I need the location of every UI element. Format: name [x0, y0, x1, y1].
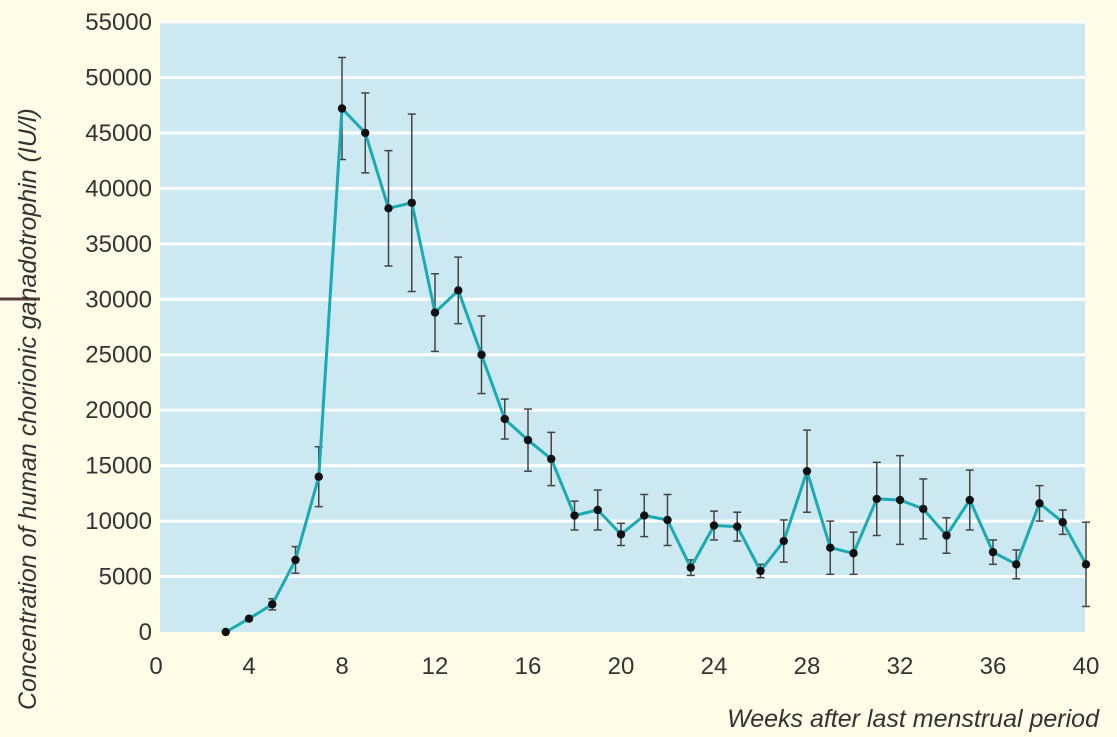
data-point — [430, 308, 440, 317]
data-point — [291, 555, 300, 565]
data-point — [1012, 560, 1021, 569]
data-point — [640, 511, 649, 520]
data-point — [872, 494, 881, 504]
data-point — [756, 566, 765, 576]
data-point — [919, 504, 928, 514]
data-point — [570, 511, 579, 520]
data-point — [895, 495, 905, 505]
data-point — [616, 530, 626, 539]
y-tick-label: 25000 — [85, 342, 152, 369]
x-tick-label: 40 — [1073, 653, 1100, 680]
x-axis-ticks: 0 4 8 12 16 20 24 28 32 36 40 — [149, 653, 1099, 680]
data-point — [942, 531, 951, 540]
data-point — [268, 600, 277, 609]
data-point — [826, 543, 835, 552]
data-point — [802, 466, 812, 476]
data-point — [709, 521, 719, 530]
x-tick-label: 28 — [794, 653, 821, 680]
data-point — [407, 198, 416, 207]
y-tick-label: 40000 — [85, 175, 152, 202]
x-tick-label: 4 — [242, 653, 255, 680]
data-point — [384, 204, 393, 213]
x-tick-label: 16 — [515, 653, 542, 680]
x-tick-label: 36 — [980, 653, 1007, 680]
data-point — [314, 472, 323, 481]
data-point — [733, 522, 742, 531]
gridlines — [160, 20, 1085, 579]
y-tick-label: 30000 — [85, 286, 152, 313]
data-points — [221, 104, 1091, 637]
data-point — [547, 454, 556, 464]
y-tick-label: 0 — [139, 619, 152, 646]
x-tick-label: 20 — [608, 653, 635, 680]
data-point — [337, 104, 347, 113]
data-point — [523, 435, 533, 445]
x-axis-title: Weeks after last menstrual period — [727, 705, 1100, 733]
plot-background — [160, 22, 1085, 632]
data-point — [361, 128, 370, 138]
y-tick-label: 35000 — [85, 231, 152, 258]
y-tick-label: 20000 — [85, 397, 152, 424]
data-point — [1081, 560, 1091, 569]
data-point — [244, 614, 254, 623]
data-point — [500, 414, 509, 424]
y-tick-label: 45000 — [85, 120, 152, 147]
y-tick-label: 55000 — [85, 9, 152, 36]
y-tick-label: 5000 — [99, 564, 152, 591]
data-point — [779, 536, 788, 546]
series-line — [225, 107, 1088, 634]
y-axis-ticks: 0 5000 10000 15000 20000 25000 30000 35000 40000… — [85, 9, 152, 646]
x-tick-label: 24 — [701, 653, 728, 680]
data-point — [663, 515, 672, 525]
data-point — [454, 286, 463, 295]
x-tick-label: 12 — [422, 653, 449, 680]
data-point — [593, 505, 602, 515]
x-tick-label: 0 — [149, 653, 162, 680]
data-point — [988, 547, 998, 557]
x-tick-label: 8 — [335, 653, 348, 680]
data-point — [849, 549, 858, 558]
data-point — [221, 627, 230, 637]
y-tick-label: 10000 — [85, 508, 152, 535]
data-point — [477, 350, 486, 359]
data-point — [1035, 499, 1044, 508]
data-point — [686, 563, 695, 572]
x-tick-label: 32 — [887, 653, 914, 680]
data-point — [1058, 518, 1067, 527]
y-axis-title: Concentration of human chorionic ganadot… — [14, 108, 42, 710]
y-tick-label: 50000 — [85, 64, 152, 91]
data-point — [965, 495, 974, 505]
y-tick-label: 15000 — [85, 453, 152, 480]
